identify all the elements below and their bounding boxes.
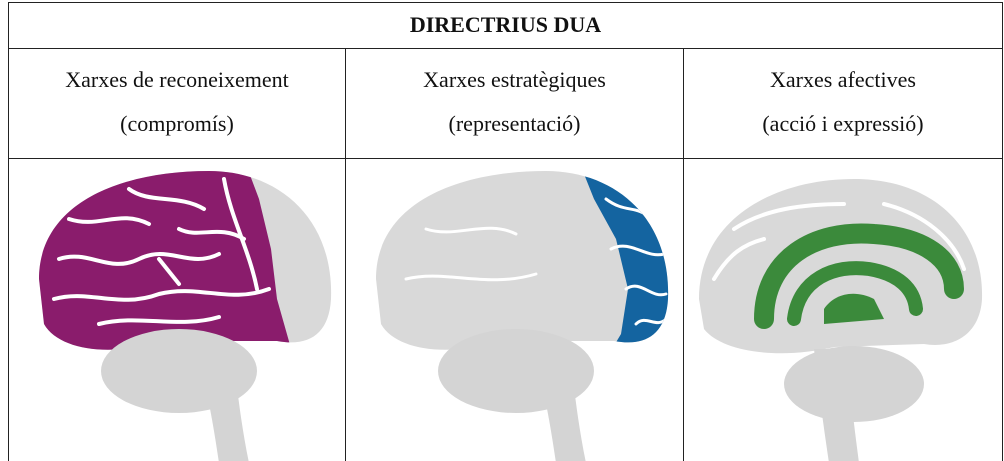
brain-strategic <box>376 171 669 461</box>
brain-recognition <box>39 171 332 461</box>
table-title: DIRECTRIUS DUA <box>409 12 602 37</box>
image-cell <box>683 158 1003 461</box>
column-title: Xarxes estratègiques <box>423 67 606 92</box>
column-header: Xarxes estratègiques (representació) <box>345 48 683 158</box>
column-title: Xarxes afectives <box>770 67 916 92</box>
header-cell: DIRECTRIUS DUA <box>8 2 1003 48</box>
column-subtitle: (representació) <box>448 111 581 136</box>
image-cell <box>8 158 345 461</box>
column-subtitle: (compromís) <box>120 111 234 136</box>
image-cell <box>345 158 683 461</box>
column-subtitle: (acció i expressió) <box>762 111 924 136</box>
column-title: Xarxes de reconeixement <box>65 67 289 92</box>
column-header: Xarxes de reconeixement (compromís) <box>8 48 345 158</box>
brain-affective <box>699 179 983 461</box>
column-header: Xarxes afectives (acció i expressió) <box>683 48 1003 158</box>
